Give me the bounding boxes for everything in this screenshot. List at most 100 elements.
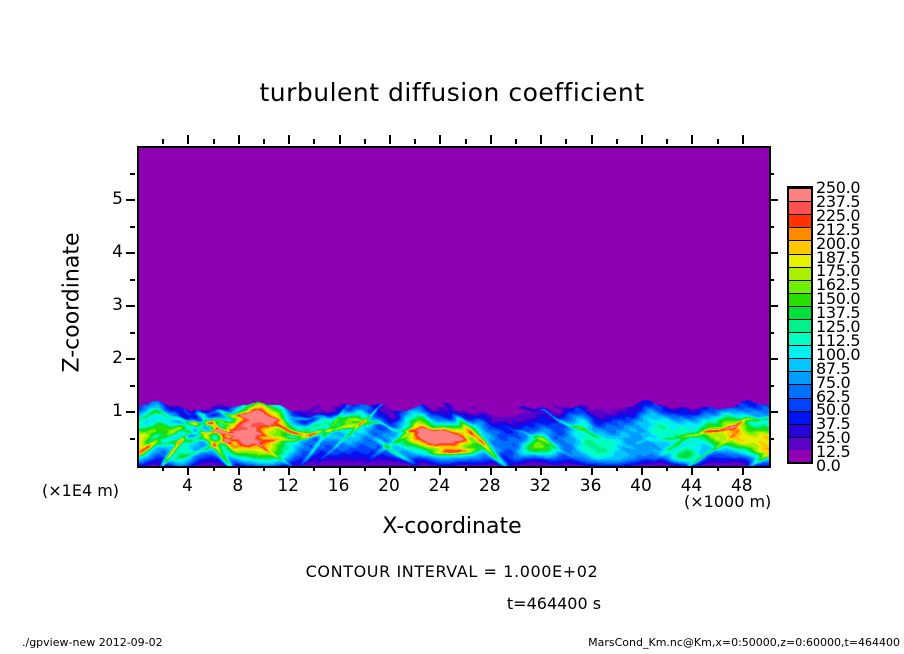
x-axis-unit-label: (×1000 m)	[684, 492, 772, 511]
x-axis-title: X-coordinate	[382, 514, 522, 539]
y-tick-label: 5	[112, 189, 123, 209]
colorbar-band	[789, 449, 811, 462]
colorbar-tick-label: 212.5	[816, 219, 861, 239]
colorbar-band	[789, 358, 811, 372]
heatmap-canvas	[139, 148, 769, 466]
colorbar-band	[789, 253, 811, 267]
colorbar-tick-label: 162.5	[816, 275, 861, 295]
x-tick-label: 24	[428, 476, 451, 496]
contour-interval-note: CONTOUR INTERVAL = 1.000E+02	[305, 562, 599, 581]
colorbar-band	[789, 188, 811, 202]
x-tick-top-minor	[212, 139, 215, 144]
x-tick-label: 32	[529, 476, 552, 496]
x-tick-label: 20	[378, 476, 400, 496]
colorbar	[787, 186, 813, 464]
x-tick-top-major	[439, 135, 442, 144]
colorbar-tick-label: 25.0	[816, 428, 851, 448]
timestamp-note: t=464400 s	[506, 594, 602, 613]
x-tick-label: 48	[730, 476, 753, 496]
page-title: turbulent diffusion coefficient	[259, 78, 645, 107]
colorbar-tick-label: 62.5	[816, 386, 851, 406]
x-tick-top-major	[641, 135, 643, 144]
colorbar-band	[789, 397, 811, 411]
colorbar-tick-label: 0.0	[816, 456, 841, 475]
y-tick-minor	[130, 331, 135, 334]
plot-area	[137, 146, 771, 468]
colorbar-tick-label: 187.5	[816, 247, 861, 267]
x-tick-label: 40	[630, 476, 652, 496]
x-tick-label: 12	[277, 476, 300, 496]
x-tick-top-major	[590, 135, 593, 144]
y-tick-major	[126, 411, 135, 413]
x-tick-top-minor	[464, 139, 467, 144]
y-tick-major	[126, 358, 135, 360]
colorbar-band	[789, 201, 811, 215]
x-tick-top-major	[389, 135, 391, 144]
x-tick-top-major	[237, 135, 240, 144]
colorbar-tick-label: 125.0	[816, 317, 861, 336]
colorbar-band	[789, 266, 811, 280]
x-tick-top-minor	[414, 139, 417, 144]
colorbar-band	[789, 305, 811, 319]
y-tick-label: 3	[112, 295, 123, 315]
x-tick-label: 44	[680, 476, 703, 496]
x-tick-top-minor	[363, 139, 366, 144]
y-tick-minor	[130, 278, 135, 281]
y-tick-major	[126, 199, 135, 201]
x-tick-top-major	[338, 135, 341, 144]
colorbar-tick-label: 200.0	[816, 233, 861, 253]
x-tick-top-minor	[565, 139, 568, 144]
colorbar-tick-label: 87.5	[816, 358, 851, 378]
x-tick-top-minor	[263, 139, 265, 144]
x-tick-top-minor	[666, 139, 669, 144]
x-tick-top-major	[187, 135, 190, 144]
colorbar-tick-labels: 250.0 237.5 225.0 212.5 200.0 187.5 175.0 162.5…	[816, 178, 896, 478]
y-tick-minor	[130, 172, 135, 175]
footer-command-label: ./gpview-new 2012-09-02	[22, 636, 163, 649]
y-axis-unit-label: (×1E4 m)	[42, 481, 120, 500]
colorbar-band	[789, 384, 811, 398]
y-tick-label: 2	[112, 348, 123, 368]
colorbar-band	[789, 345, 811, 359]
colorbar-band	[789, 436, 811, 450]
x-tick-label: 36	[579, 476, 602, 496]
colorbar-tick-label: 150.0	[816, 289, 861, 309]
x-tick-label: 8	[232, 476, 244, 496]
colorbar-band	[789, 214, 811, 228]
colorbar-tick-label: 37.5	[816, 414, 851, 434]
y-tick-minor	[130, 437, 135, 440]
x-tick-label: 16	[327, 476, 350, 496]
colorbar-tick-label: 225.0	[816, 205, 861, 225]
colorbar-band	[789, 332, 811, 346]
colorbar-band	[789, 371, 811, 385]
colorbar-band	[789, 423, 811, 437]
colorbar-tick-label: 100.0	[816, 344, 861, 364]
colorbar-band	[789, 410, 811, 424]
x-tick-top-major	[540, 135, 543, 144]
x-tick-label: 4	[181, 476, 193, 496]
colorbar-band	[789, 279, 811, 293]
x-tick-top-minor	[615, 139, 618, 144]
colorbar-band	[789, 227, 811, 241]
x-tick-label: 28	[478, 476, 501, 496]
colorbar-band	[789, 240, 811, 254]
colorbar-band	[789, 292, 811, 306]
colorbar-tick-label: 250.0	[816, 178, 861, 197]
x-tick-top-major	[288, 135, 291, 144]
x-tick-top-minor	[716, 139, 719, 144]
y-tick-minor	[130, 384, 135, 387]
colorbar-band	[789, 318, 811, 333]
colorbar-tick-label: 137.5	[816, 303, 861, 323]
y-tick-major	[126, 252, 135, 254]
x-tick-top-minor	[162, 139, 165, 144]
colorbar-tick-label: 12.5	[816, 442, 851, 462]
x-tick-top-minor	[313, 139, 316, 144]
x-tick-top-major	[691, 135, 694, 144]
x-tick-top-major	[489, 135, 492, 144]
x-tick-top-minor	[515, 139, 517, 144]
colorbar-tick-label: 237.5	[816, 191, 861, 211]
y-axis-title: Z-coordinate	[59, 232, 85, 373]
y-tick-minor	[130, 225, 135, 228]
footer-dataset-label: MarsCond_Km.nc@Km,x=0:50000,z=0:60000,t=…	[588, 636, 900, 649]
colorbar-tick-label: 75.0	[816, 372, 851, 392]
